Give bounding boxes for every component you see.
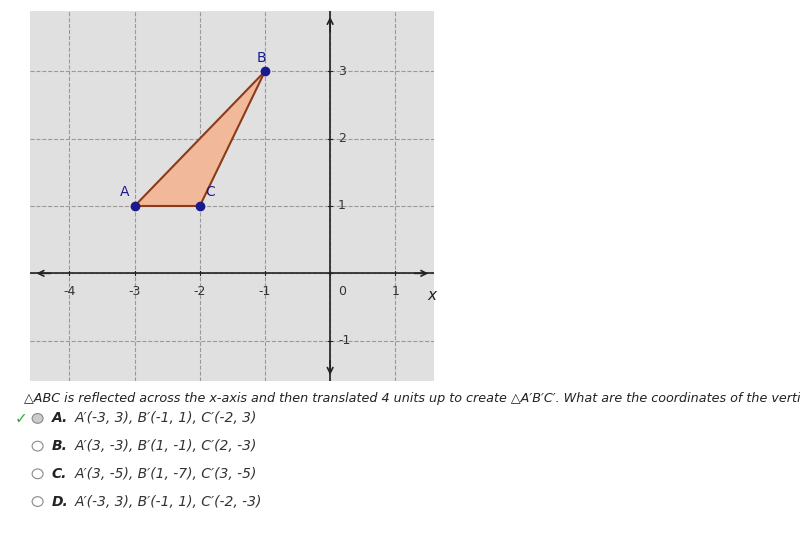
Text: -3: -3 <box>129 286 141 298</box>
Text: A′(-3, 3), B′(-1, 1), C′(-2, 3): A′(-3, 3), B′(-1, 1), C′(-2, 3) <box>74 411 257 425</box>
Circle shape <box>32 441 43 451</box>
Text: 0: 0 <box>338 286 346 298</box>
Text: -1: -1 <box>258 286 271 298</box>
Polygon shape <box>134 71 265 206</box>
Text: ✓: ✓ <box>14 411 27 426</box>
Text: x: x <box>428 288 437 303</box>
Text: -2: -2 <box>194 286 206 298</box>
Text: C.: C. <box>52 467 67 481</box>
Text: -4: -4 <box>63 286 76 298</box>
Text: A′(-3, 3), B′(-1, 1), C′(-2, -3): A′(-3, 3), B′(-1, 1), C′(-2, -3) <box>74 495 262 508</box>
Text: A′(3, -3), B′(1, -1), C′(2, -3): A′(3, -3), B′(1, -1), C′(2, -3) <box>74 439 257 453</box>
Text: C: C <box>205 185 214 199</box>
Circle shape <box>32 469 43 479</box>
Text: B: B <box>257 51 266 64</box>
Text: A: A <box>120 185 130 199</box>
Text: 1: 1 <box>391 286 399 298</box>
Circle shape <box>32 414 43 423</box>
Circle shape <box>32 497 43 506</box>
Text: A′(3, -5), B′(1, -7), C′(3, -5): A′(3, -5), B′(1, -7), C′(3, -5) <box>74 467 257 481</box>
Text: A.: A. <box>52 411 68 425</box>
Text: 3: 3 <box>338 65 346 78</box>
Text: -1: -1 <box>338 334 350 347</box>
Text: D.: D. <box>52 495 69 508</box>
Text: 2: 2 <box>338 132 346 145</box>
Text: 1: 1 <box>338 199 346 213</box>
Text: △ABC is reflected across the x-axis and then translated 4 units up to create △A′: △ABC is reflected across the x-axis and … <box>24 392 800 405</box>
Text: B.: B. <box>52 439 68 453</box>
